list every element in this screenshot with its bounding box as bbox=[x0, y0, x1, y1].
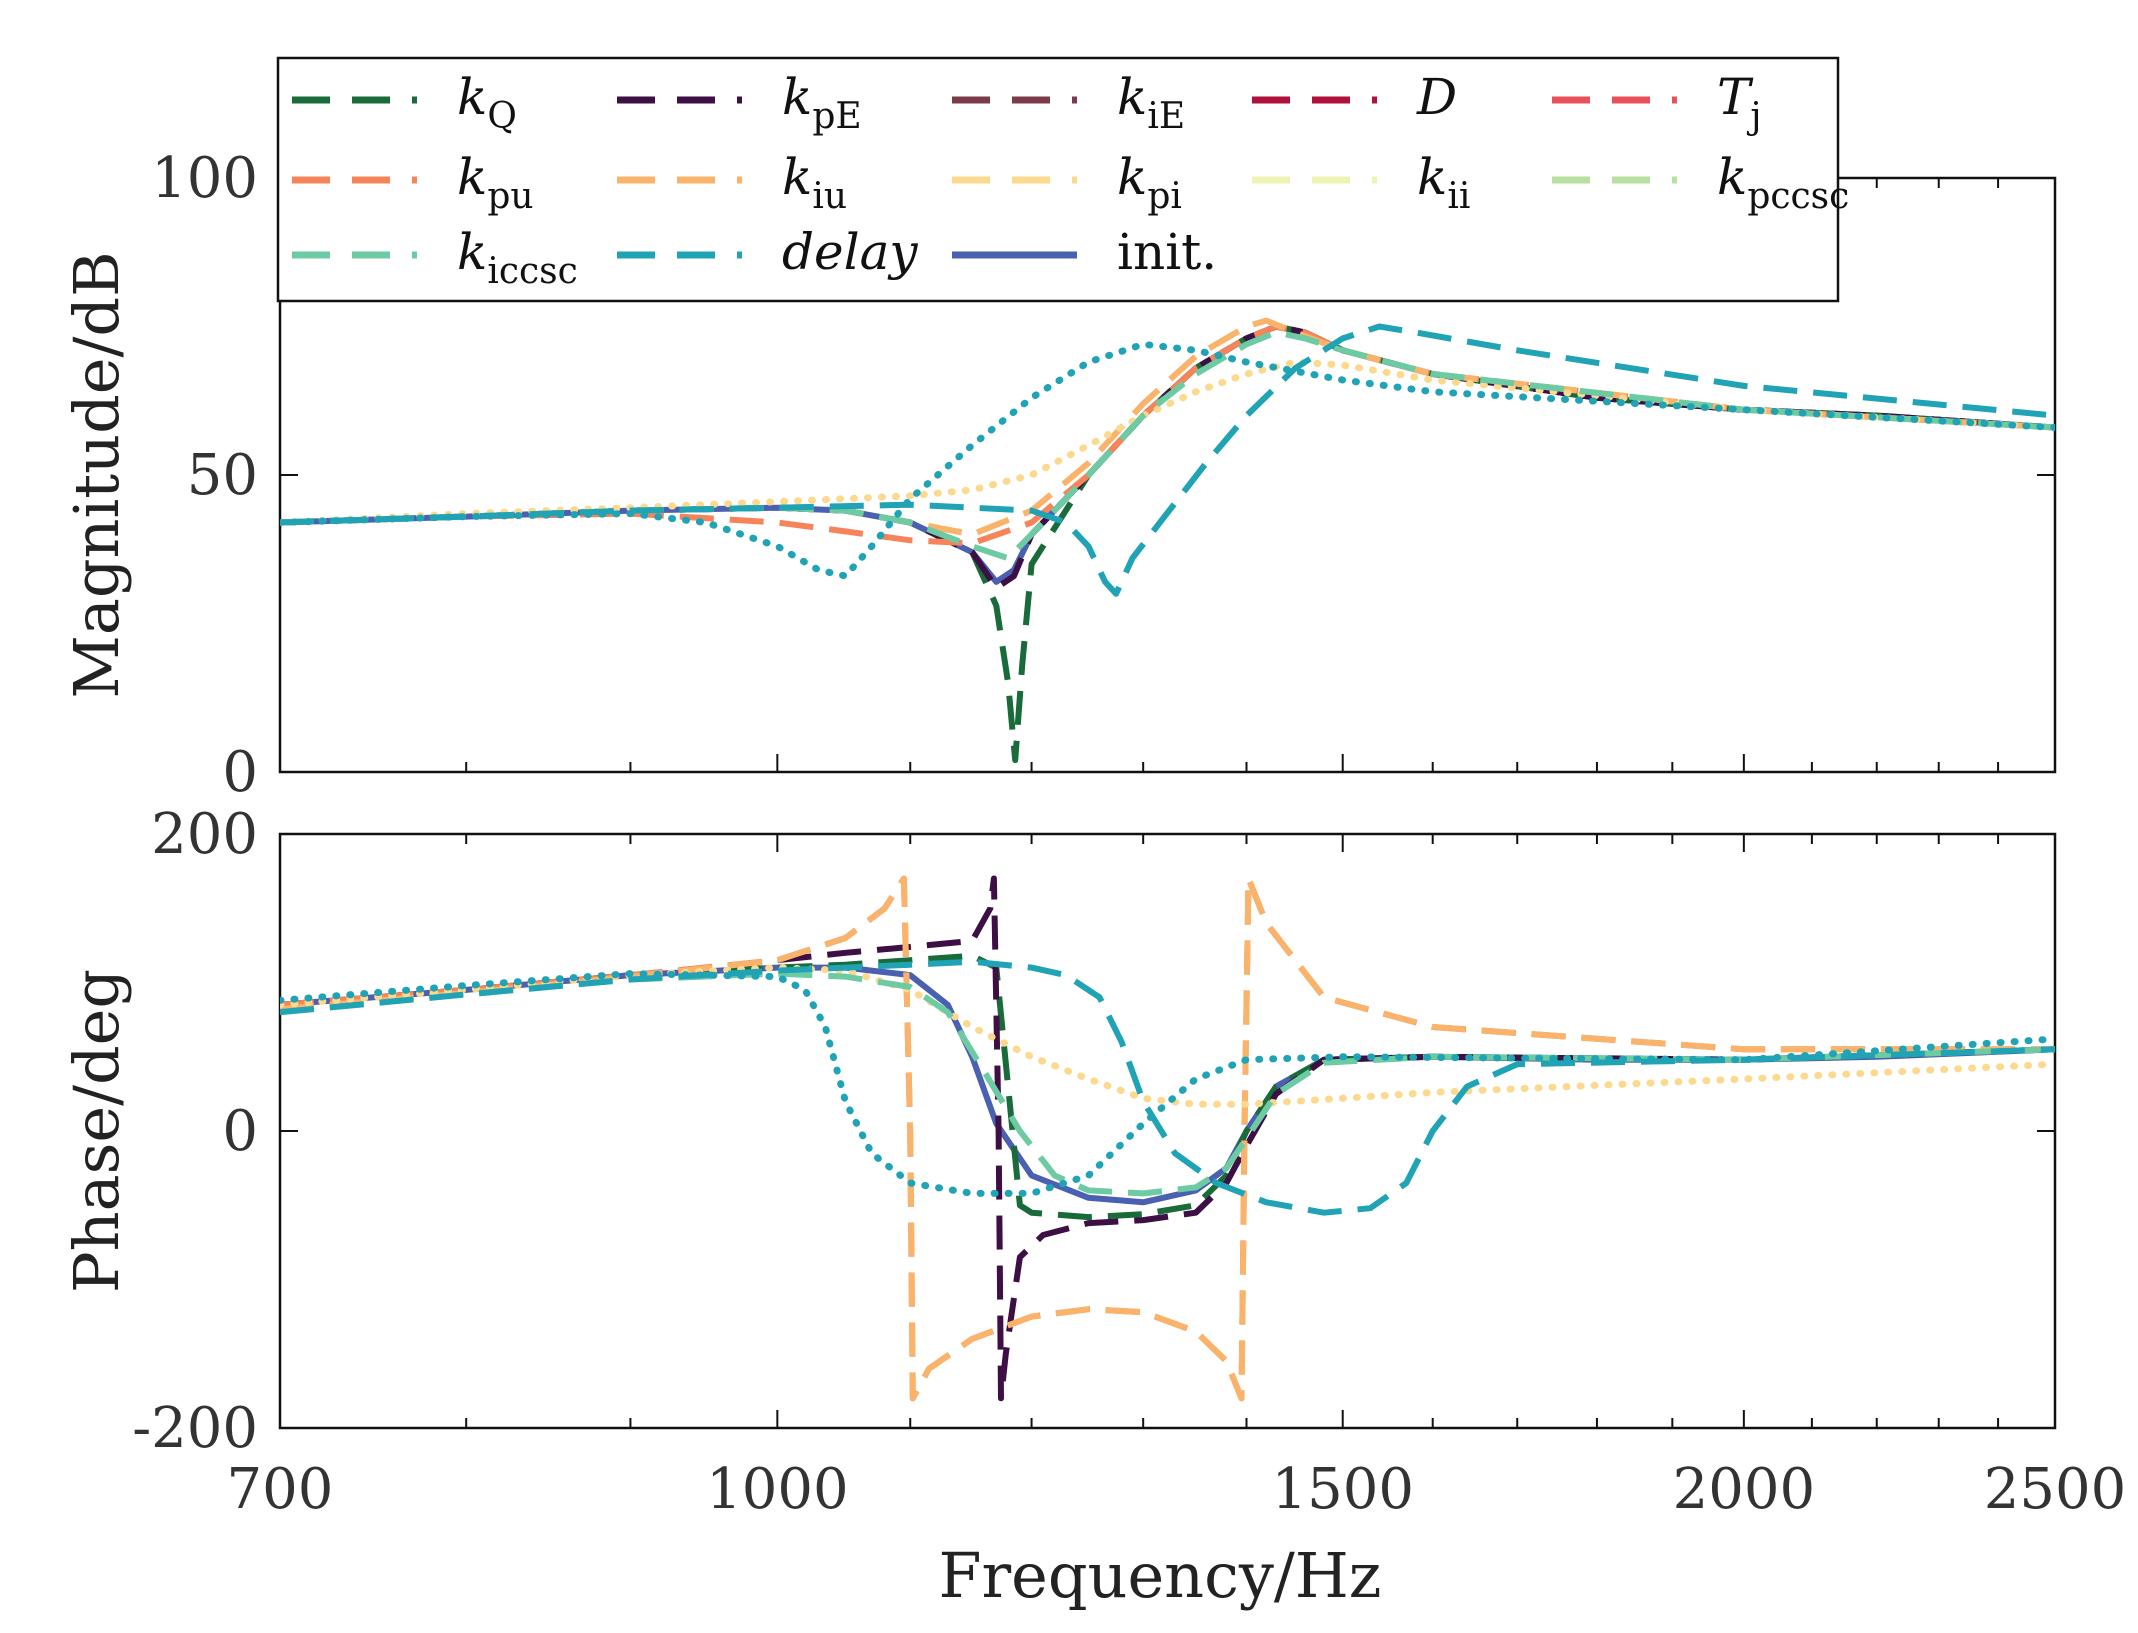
y-tick-label: 100 bbox=[151, 146, 258, 211]
legend-entries: kQ kpE kiE D Tj kpu kiu kpi kii kpccsc kiccsc delay… bbox=[292, 68, 1849, 292]
legend-label: kiu bbox=[782, 148, 847, 217]
y-tick-label: 200 bbox=[151, 802, 258, 867]
legend-label: Tj bbox=[1717, 68, 1762, 137]
magnitude-y-tick-labels: 0 50 100 bbox=[151, 146, 258, 805]
legend-label: kpi bbox=[1117, 148, 1182, 217]
series-line-kiccsc-phase bbox=[280, 970, 2055, 1197]
y-tick-label: 0 bbox=[222, 740, 258, 805]
legend-label: kii bbox=[1417, 148, 1470, 217]
y-tick-label: 0 bbox=[222, 1099, 258, 1164]
legend-entry: kiE bbox=[952, 68, 1185, 137]
x-tick-labels: 700 1000 1500 2000 2500 bbox=[227, 1457, 2127, 1522]
series-line-kq-phase bbox=[280, 952, 2055, 1221]
series-line-kpe-mag bbox=[280, 323, 2055, 591]
series-line-delay-dotted-phase bbox=[280, 970, 2055, 1197]
series-line-kiu-phase bbox=[280, 875, 2055, 1402]
legend-entry: kpccsc bbox=[1552, 148, 1849, 217]
series-line-init--phase bbox=[280, 964, 2055, 1206]
legend-label: init. bbox=[1117, 223, 1217, 281]
series-line-kiu-mag bbox=[280, 317, 2055, 538]
legend-entry: init. bbox=[952, 223, 1217, 281]
phase-axes-frame bbox=[278, 832, 2057, 1430]
legend-entry: Tj bbox=[1552, 68, 1762, 137]
y-tick-label: -200 bbox=[132, 1396, 258, 1461]
legend: kQ kpE kiE D Tj kpu kiu kpi kii kpccsc kiccsc delay… bbox=[276, 56, 1849, 303]
series-line-delay-phase bbox=[280, 958, 2055, 1216]
legend-entry: D bbox=[1252, 68, 1457, 126]
phase-y-axis-title: Phase/deg bbox=[60, 969, 133, 1293]
phase-series bbox=[280, 875, 2055, 1402]
series-line-init--mag bbox=[280, 323, 2055, 585]
phase-y-tick-labels: -200 0 200 bbox=[132, 802, 258, 1461]
x-tick-label: 2000 bbox=[1673, 1457, 1816, 1522]
legend-label: kpu bbox=[457, 148, 534, 217]
legend-label: delay bbox=[782, 223, 918, 281]
legend-label: kpccsc bbox=[1717, 148, 1849, 217]
series-line-delay-mag bbox=[280, 323, 2055, 597]
legend-entry: kiccsc bbox=[292, 223, 578, 292]
legend-entry: kQ bbox=[292, 68, 517, 137]
series-line-delay-dotted-mag bbox=[280, 340, 2055, 580]
legend-label: kQ bbox=[457, 68, 517, 137]
x-tick-label: 1500 bbox=[1271, 1457, 1414, 1522]
series-line-kpi-mag bbox=[280, 358, 2055, 526]
x-tick-label: 700 bbox=[227, 1457, 334, 1522]
legend-entry: delay bbox=[617, 223, 918, 281]
series-line-kiccsc-mag bbox=[280, 329, 2055, 562]
legend-entry: kpu bbox=[292, 148, 534, 217]
legend-entry: kpi bbox=[952, 148, 1182, 217]
y-tick-label: 50 bbox=[187, 443, 258, 508]
legend-label: kpE bbox=[782, 68, 862, 137]
x-tick-label: 2500 bbox=[1984, 1457, 2127, 1522]
x-axis-title: Frequency/Hz bbox=[939, 1539, 1382, 1612]
magnitude-panel: 0 50 100 Magnitude/dB bbox=[60, 146, 2057, 805]
legend-entry: kii bbox=[1252, 148, 1470, 217]
series-line-kpi-phase bbox=[280, 964, 2055, 1108]
x-tick-label: 1000 bbox=[706, 1457, 849, 1522]
phase-ticks bbox=[279, 833, 2056, 1429]
legend-entry: kpE bbox=[617, 68, 862, 137]
legend-label: kiccsc bbox=[457, 223, 578, 292]
legend-entry: kiu bbox=[617, 148, 847, 217]
magnitude-series bbox=[280, 317, 2055, 764]
legend-label: D bbox=[1416, 68, 1457, 126]
phase-panel: -200 0 200 Phase/deg bbox=[60, 802, 2057, 1461]
legend-label: kiE bbox=[1117, 68, 1185, 137]
magnitude-y-axis-title: Magnitude/dB bbox=[60, 251, 133, 698]
